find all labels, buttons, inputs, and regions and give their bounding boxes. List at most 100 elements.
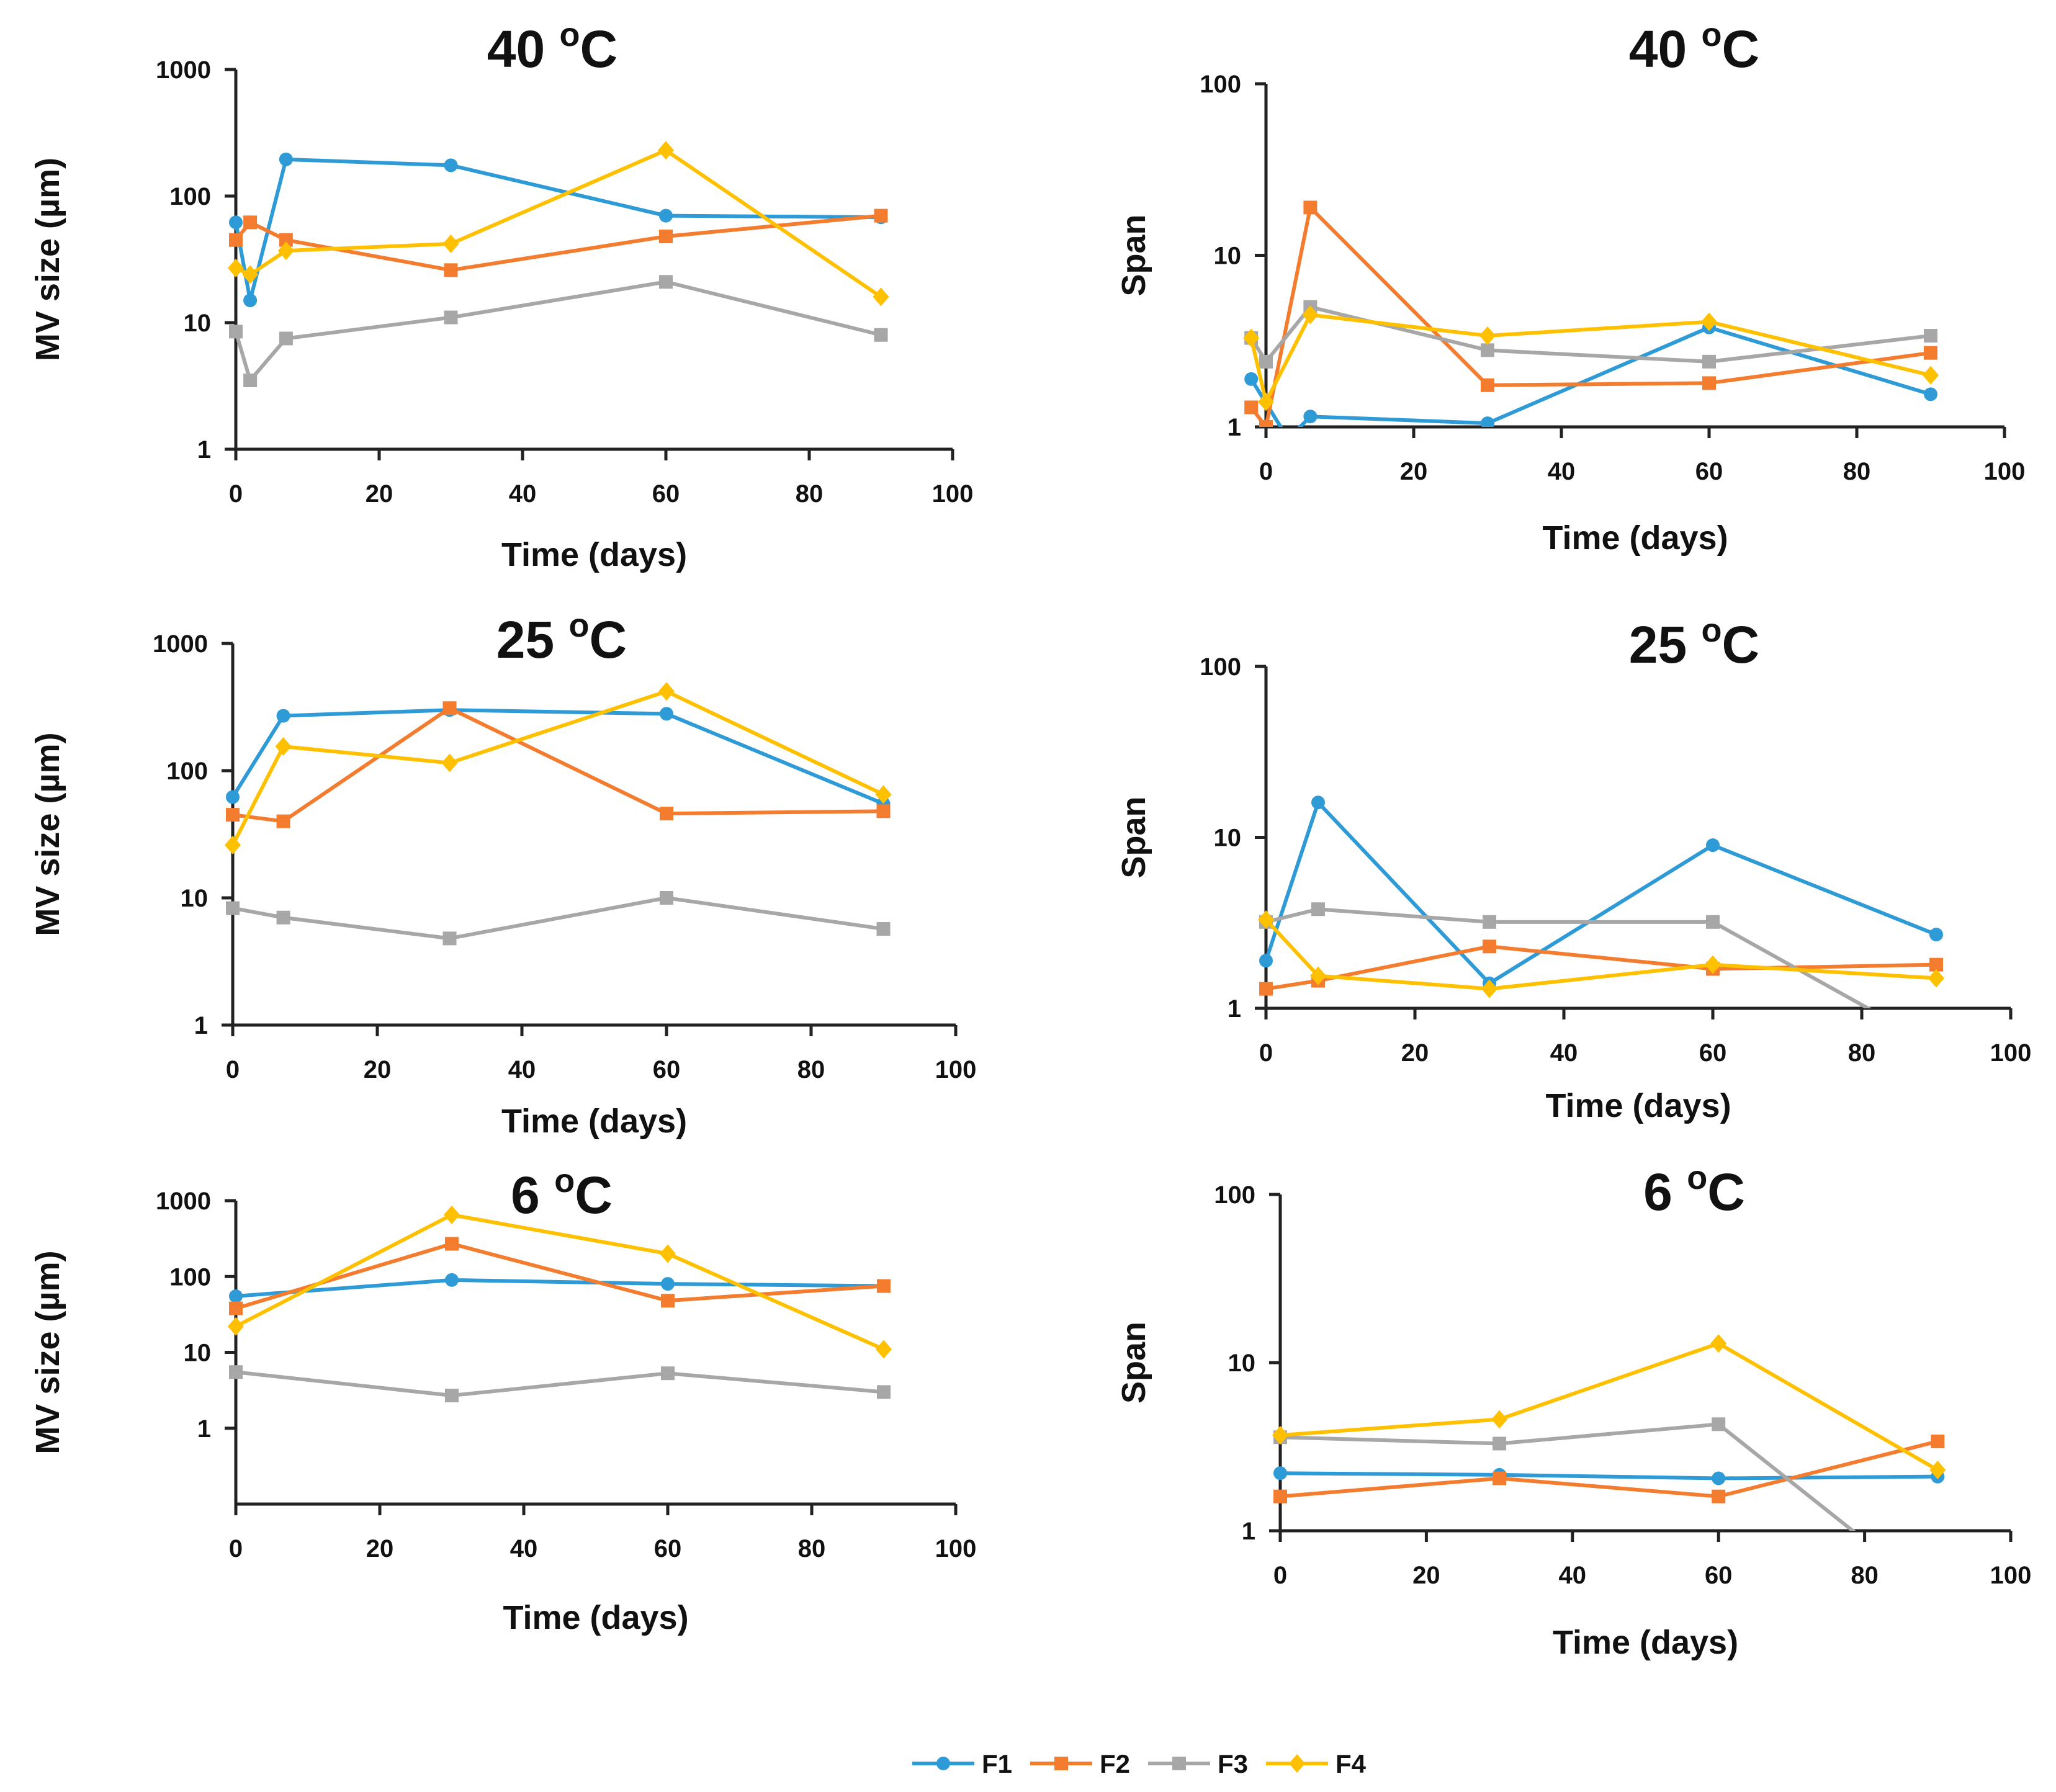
data-point-F2 [659,230,673,244]
legend-item-F3: F3 [1148,1749,1248,1778]
y-tick-label: 10 [184,310,212,337]
legend-item-F2: F2 [1030,1749,1130,1778]
data-point-F2 [874,208,888,223]
y-tick-label: 1 [197,1415,211,1443]
series-F2 [1259,939,1943,996]
data-point-F2 [442,701,457,715]
x-tick-label: 60 [652,480,680,508]
data-point-F3 [660,891,673,905]
series-line-F4 [1249,313,1931,404]
series-line-F1 [235,1278,884,1298]
data-point-F1 [660,707,673,721]
y-tick-label: 1 [1228,414,1241,441]
series-F1 [1259,795,1943,990]
chart-title: 40 oC [487,16,617,78]
data-point-F3 [1706,915,1720,929]
data-point-F3 [243,374,258,388]
data-point-F3 [1481,343,1494,357]
data-point-F2 [1929,957,1943,972]
data-point-F1 [445,1273,459,1287]
series-F3 [226,891,891,946]
x-tick-label: 80 [1851,1562,1879,1589]
y-tick-label: 1000 [156,56,211,84]
data-point-F2 [877,1279,891,1293]
data-point-F4 [1302,305,1319,325]
data-point-F3 [1493,1436,1507,1451]
chart-title-unit: C [590,611,627,669]
y-tick-label: 1 [197,436,211,464]
x-tick-label: 40 [508,1056,536,1083]
data-point-F2 [660,807,673,821]
data-point-F2 [279,233,293,247]
data-point-F3 [877,1385,891,1399]
data-point-F4 [1479,326,1496,346]
legend-label: F4 [1336,1749,1367,1778]
x-tick-label: 20 [366,1535,394,1562]
y-axis-label: Span [1115,796,1152,878]
y-tick-label: 10 [181,885,209,912]
y-axis-label: Span [1115,1322,1152,1404]
data-point-F4 [1710,1334,1727,1353]
data-point-F2 [1481,378,1494,392]
y-tick-label: 1 [1228,995,1241,1023]
y-axis-label: MV size (µm) [29,1250,66,1454]
data-point-F4 [658,682,675,701]
series-F3 [1244,300,1937,369]
series-F2 [1244,200,1937,427]
data-point-F2 [1924,346,1937,360]
x-tick-label: 60 [1705,1562,1733,1589]
series-F3 [229,1365,891,1403]
data-point-F4 [1258,910,1274,930]
x-axis-label: Time (days) [1553,1624,1738,1661]
x-tick-label: 40 [510,1535,538,1562]
data-point-F3 [442,931,457,946]
data-point-F2 [1483,939,1496,954]
series-line-F2 [234,213,881,272]
series-F1 [229,1273,891,1303]
x-tick-label: 40 [509,480,537,508]
data-point-F4 [1929,1460,1946,1479]
data-point-F4 [275,737,292,756]
x-tick-label: 0 [226,1056,240,1083]
y-tick-label: 100 [1200,653,1241,681]
x-tick-label: 0 [1273,1562,1287,1589]
chart-title-value: 40 [1629,20,1702,78]
series-F4 [1272,1334,1946,1479]
series-F4 [225,682,892,854]
x-tick-label: 20 [1412,1562,1440,1589]
x-axis-label: Time (days) [501,536,687,573]
series-line-F3 [1249,305,1931,364]
data-point-F2 [1273,1489,1287,1503]
x-tick-label: 100 [932,480,974,508]
chart-title: 6 oC [511,1162,613,1224]
data-point-F4 [1258,392,1274,411]
chart-title-value: 6 [1643,1163,1687,1221]
y-tick-label: 100 [169,1263,211,1291]
series-line-F1 [1249,325,1931,427]
series-F3 [1259,902,1872,1008]
data-point-F3 [1483,915,1496,929]
series-F2 [1273,1434,1945,1503]
data-point-F1 [1303,410,1318,424]
data-point-F3 [659,275,673,289]
data-point-F2 [444,263,458,277]
x-tick-label: 80 [1848,1039,1876,1067]
x-tick-label: 60 [653,1056,681,1083]
chart-title: 25 oC [496,607,627,669]
legend-label: F1 [982,1749,1012,1778]
y-tick-label: 100 [166,758,208,785]
series-F4 [1243,305,1939,411]
data-point-F3 [1924,329,1937,343]
series-F2 [229,1237,891,1315]
data-point-F3 [229,325,243,339]
data-point-F1 [1924,387,1937,401]
data-point-F4 [444,1205,460,1224]
x-axis-label: Time (days) [1542,519,1728,557]
series-F4 [1258,910,1944,998]
chart-title-degree: o [560,16,580,53]
chart-title-unit: C [1722,20,1760,78]
data-point-F3 [1702,354,1716,369]
chart-title-value: 25 [1629,616,1702,674]
series-line-F1 [1280,1471,1938,1481]
data-point-F3 [661,1366,675,1381]
